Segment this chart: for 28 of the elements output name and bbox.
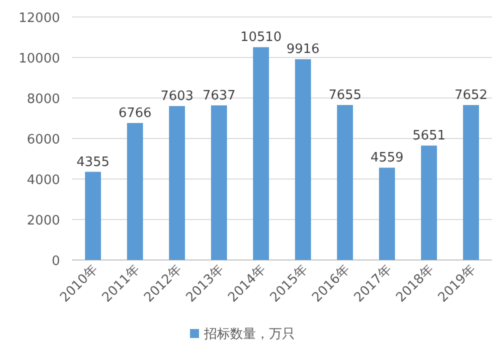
legend-label: 招标数量，万只 — [203, 327, 295, 342]
data-label: 9916 — [286, 42, 320, 58]
y-tick-label: 0 — [52, 254, 60, 269]
data-label: 6766 — [118, 106, 152, 121]
y-tick-label: 12000 — [18, 11, 60, 26]
bar — [127, 122, 143, 260]
bar — [253, 47, 269, 260]
data-label: 10510 — [240, 30, 282, 46]
y-tick-label: 4000 — [26, 173, 60, 188]
y-tick-label: 8000 — [26, 92, 60, 107]
bar — [295, 59, 311, 260]
data-label: 7652 — [454, 88, 488, 104]
y-tick-label: 2000 — [26, 214, 60, 228]
bar — [169, 106, 185, 260]
data-label: 7637 — [202, 88, 236, 104]
data-label: 7603 — [160, 89, 194, 104]
data-label: 5651 — [412, 128, 446, 144]
bar — [379, 168, 395, 260]
bar — [337, 104, 353, 260]
y-tick-label: 6000 — [26, 132, 60, 148]
data-label: 4559 — [370, 150, 404, 166]
data-label: 7655 — [328, 88, 362, 103]
bar — [463, 105, 479, 260]
bar — [85, 172, 101, 260]
data-label: 4355 — [76, 154, 110, 170]
bar — [421, 146, 437, 260]
y-tick-label: 10000 — [18, 52, 60, 66]
bar — [211, 105, 227, 260]
